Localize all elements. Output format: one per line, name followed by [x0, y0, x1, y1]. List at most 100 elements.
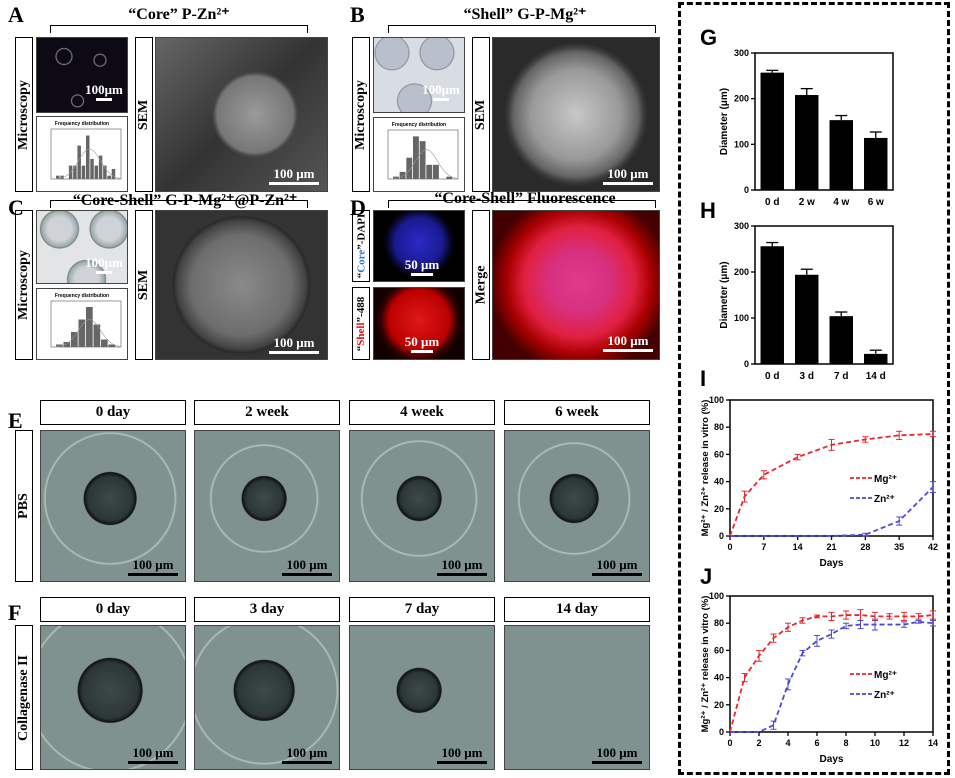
histogram-bar [56, 175, 60, 179]
histogram-title: Frequency distribution [392, 122, 446, 128]
y-tick-label: 60 [714, 645, 724, 655]
y-tick-label: 60 [714, 449, 724, 459]
plot-frame [729, 399, 934, 537]
chart-g: G 0 100 200 300 Diameter (μm) 0 d 2 w 4 w 6 w [700, 25, 894, 208]
scale-bar: 100μm [81, 82, 127, 101]
y-tick-label: 80 [714, 422, 724, 432]
degradation-image: 100 μm [504, 430, 650, 582]
histogram-bar [98, 155, 103, 179]
y-tick-label: 80 [714, 618, 724, 628]
histogram-bar [60, 175, 64, 179]
x-tick-label: 0 [727, 738, 732, 748]
y-tick-label: 200 [734, 267, 749, 277]
x-tick-label: 2 w [799, 197, 815, 208]
legend-label: Zn²⁺ [874, 494, 895, 505]
histogram-bar [399, 171, 406, 179]
x-tick-label: 6 [814, 738, 819, 748]
degradation-image: 100 μm [194, 430, 340, 582]
panel-letter-d: D [350, 195, 366, 220]
bar [795, 95, 819, 190]
histogram-bar [71, 332, 78, 347]
x-tick-label: 8 [843, 738, 848, 748]
x-axis-label: Days [820, 558, 844, 569]
degradation-image: 100 μm [349, 430, 495, 582]
timepoint-header: 4 week [349, 400, 495, 425]
gaussian-fit [387, 149, 459, 180]
scale-bar: 100 μm [264, 335, 324, 354]
bar [864, 353, 888, 364]
y-tick-label: 100 [709, 591, 724, 601]
merge-label: Merge [472, 210, 490, 360]
microscopy-label: Microscopy [352, 37, 370, 192]
histogram-bar [103, 165, 107, 179]
y-tick-label: 300 [734, 221, 749, 231]
x-tick-label: 12 [899, 738, 909, 748]
histogram-bar [413, 136, 419, 179]
pbs-label: PBS [15, 430, 33, 582]
timepoint-header: 6 week [504, 400, 650, 425]
histogram-bar [111, 168, 116, 179]
charts-dashed-frame [678, 2, 950, 775]
timepoint-header: 14 day [504, 597, 650, 622]
chart-h: H 0 100 200 300 Diameter (μm) 0 d 3 d 7 d 14 d [700, 198, 894, 382]
x-tick-label: 0 d [765, 371, 779, 382]
y-axis-label: Mg²⁺ / Zn²⁺ release in vitro (%) [700, 596, 711, 733]
panel-b-title: “Shell” G-P-Mg²⁺ [463, 6, 587, 23]
bracket [50, 200, 308, 208]
histogram-a: Frequency distribution [36, 116, 128, 192]
panel-letter-a: A [8, 2, 24, 27]
timepoint-header: 0 day [40, 400, 186, 425]
timepoint-header: 2 week [194, 400, 340, 425]
histogram-bar [90, 158, 94, 179]
panel-letter: G [700, 25, 717, 50]
bar [829, 316, 853, 364]
panel-letter: I [700, 366, 706, 391]
histogram-bar [56, 344, 63, 347]
sem-label: SEM [135, 37, 153, 192]
bar [829, 120, 853, 190]
x-axis-label: Days [820, 754, 844, 765]
y-tick-label: 0 [719, 727, 724, 737]
scale-bar: 100μm [418, 82, 464, 101]
bracket [388, 25, 656, 33]
histogram-bar [446, 176, 453, 179]
merge-image: 100 μm [492, 210, 660, 360]
histogram-title: Frequency distribution [55, 121, 109, 127]
plot-frame [729, 595, 934, 733]
bar [795, 274, 819, 364]
sem-image: 100 μm [155, 210, 328, 360]
degradation-image: 100 μm [40, 625, 186, 770]
panel-d-title: “Core-Shell” Fluorescence [434, 190, 616, 207]
scale-bar: 50 μm [402, 257, 442, 276]
scale-bar: 100 μm [125, 557, 181, 576]
legend-label: Mg²⁺ [874, 474, 897, 485]
histogram-bar [94, 165, 99, 179]
bar [760, 246, 784, 364]
sem-label: SEM [472, 37, 490, 192]
y-axis-label: Mg²⁺ / Zn²⁺ release in vitro (%) [700, 400, 711, 537]
x-tick-label: 35 [894, 542, 904, 552]
degradation-image: 100 μm [349, 625, 495, 770]
panel-letter-e: E [8, 408, 23, 433]
histogram-bar [86, 307, 93, 347]
scale-bar: 100 μm [434, 745, 490, 764]
x-tick-label: 6 w [868, 197, 884, 208]
histogram-bar [406, 157, 413, 179]
core-dapi-label: “Core”-DAPI [352, 210, 370, 282]
y-tick-label: 100 [734, 139, 749, 149]
scale-bar: 100 μm [589, 557, 645, 576]
y-tick-label: 300 [734, 48, 749, 58]
microscopy-image: 100μm [36, 210, 128, 284]
x-tick-label: 14 [793, 542, 803, 552]
histogram-bar [101, 339, 108, 347]
y-tick-label: 0 [719, 531, 724, 541]
microscopy-label: Microscopy [15, 210, 33, 360]
scale-bar: 50 μm [402, 334, 442, 353]
histogram-bar [63, 342, 71, 347]
histogram-bar [73, 165, 77, 179]
degradation-image: 100 μm [194, 625, 340, 770]
histogram-bar [393, 176, 399, 179]
sem-image: 100 μm [492, 37, 660, 192]
